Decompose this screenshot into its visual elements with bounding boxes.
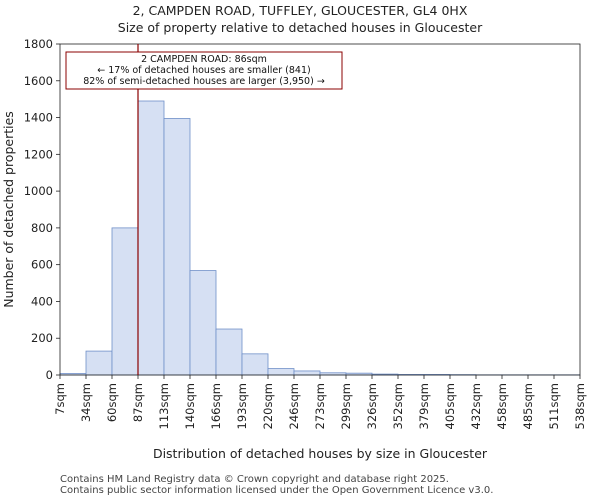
y-axis-label: Number of detached properties (1, 111, 16, 308)
bar-60sqm (111, 227, 139, 376)
x-tick-label: 352sqm (391, 383, 405, 429)
x-tick-label: 246sqm (287, 383, 301, 429)
bar-34sqm (85, 350, 113, 376)
bar-193sqm (241, 353, 269, 376)
x-tick-label: 140sqm (183, 383, 197, 429)
annotation-line-3: 82% of semi-detached houses are larger (… (83, 76, 325, 87)
bar-166sqm (215, 328, 243, 376)
bar-220sqm (267, 368, 295, 376)
y-axis-ticks: 0 200 400 600 800 1000 1200 1400 1600 1800 (24, 37, 60, 382)
y-tick-label: 0 (46, 368, 53, 382)
y-tick-label: 1000 (24, 184, 53, 198)
x-tick-label: 166sqm (209, 383, 223, 429)
x-tick-label: 511sqm (547, 383, 561, 429)
x-axis-ticks: 7sqm 34sqm 60sqm 87sqm 113sqm 140sqm 166sqm 193… (53, 375, 587, 429)
bar-246sqm (293, 370, 321, 376)
x-tick-label: 485sqm (521, 383, 535, 429)
chart-title: 2, CAMPDEN ROAD, TUFFLEY, GLOUCESTER, GL… (132, 3, 468, 18)
footer-copyright: Contains HM Land Registry data © Crown c… (60, 474, 449, 485)
x-tick-label: 113sqm (157, 383, 171, 429)
x-tick-label: 432sqm (469, 383, 483, 429)
bar-113sqm (163, 118, 191, 376)
y-tick-label: 1200 (24, 147, 53, 161)
y-tick-label: 1800 (24, 37, 53, 51)
x-tick-label: 60sqm (105, 383, 119, 422)
x-tick-label: 34sqm (79, 383, 93, 422)
x-tick-label: 379sqm (417, 383, 431, 429)
x-tick-label: 193sqm (235, 383, 249, 429)
y-tick-label: 800 (31, 221, 53, 235)
y-tick-label: 1600 (24, 74, 53, 88)
annotation-line-2: ← 17% of detached houses are smaller (84… (97, 65, 310, 76)
bar-87sqm (137, 100, 165, 376)
annotation-box: 2 CAMPDEN ROAD: 86sqm ← 17% of detached … (65, 51, 343, 90)
y-tick-label: 600 (31, 258, 53, 272)
x-tick-label: 326sqm (365, 383, 379, 429)
bars-group (59, 100, 581, 376)
x-tick-label: 299sqm (339, 383, 353, 429)
bar-140sqm (189, 270, 217, 376)
y-tick-label: 200 (31, 331, 53, 345)
x-tick-label: 458sqm (495, 383, 509, 429)
x-tick-label: 538sqm (573, 383, 587, 429)
chart-subtitle: Size of property relative to detached ho… (117, 20, 483, 35)
x-tick-label: 273sqm (313, 383, 327, 429)
y-tick-label: 400 (31, 294, 53, 308)
x-tick-label: 405sqm (443, 383, 457, 429)
y-tick-label: 1400 (24, 111, 53, 125)
x-tick-label: 220sqm (261, 383, 275, 429)
x-tick-label: 87sqm (131, 383, 145, 422)
x-axis-label: Distribution of detached houses by size … (153, 446, 488, 461)
plot-frame (59, 43, 581, 376)
x-tick-label: 7sqm (53, 383, 67, 415)
annotation-line-1: 2 CAMPDEN ROAD: 86sqm (141, 54, 267, 65)
footer-licence: Contains public sector information licen… (60, 485, 494, 496)
